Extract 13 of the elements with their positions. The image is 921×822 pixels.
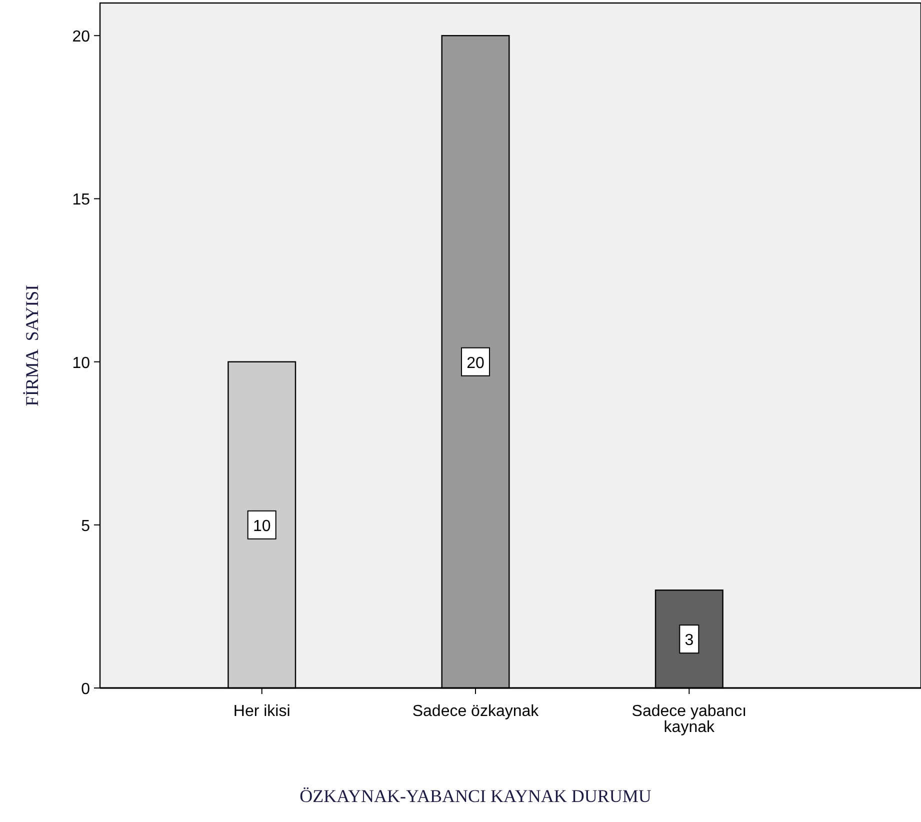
y-tick-label: 10 <box>72 354 90 372</box>
x-tick-label: Sadece yabancı kaynak <box>632 703 747 736</box>
y-tick-label: 20 <box>72 28 90 46</box>
data-label: 10 <box>252 518 271 535</box>
x-tick-label: Sadece özkaynak <box>412 703 540 720</box>
y-tick-label: 15 <box>72 192 90 209</box>
data-label: 3 <box>684 632 694 650</box>
x-axis-title: ÖZKAYNAK-YABANCI KAYNAK DURUMU <box>300 786 652 806</box>
y-axis-title: FİRMA SAYISI <box>22 284 42 406</box>
y-tick-label: 0 <box>81 681 90 698</box>
x-tick-label: Her ikisi <box>233 703 290 720</box>
data-label: 20 <box>466 354 484 372</box>
y-tick-label: 5 <box>81 518 90 535</box>
